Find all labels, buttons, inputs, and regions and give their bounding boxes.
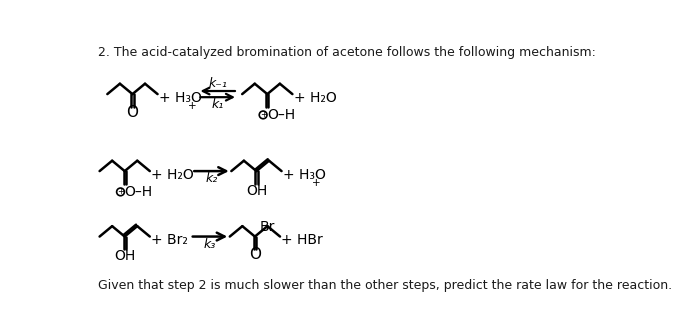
Text: + H₂O: + H₂O	[151, 168, 194, 182]
Text: k₋₁: k₋₁	[209, 77, 227, 90]
Text: + HBr: + HBr	[281, 233, 323, 248]
Text: Br: Br	[260, 220, 275, 234]
Text: OH: OH	[114, 249, 135, 263]
Text: + H₂O: + H₂O	[294, 91, 337, 105]
Text: +: +	[117, 187, 124, 196]
Text: +: +	[260, 111, 267, 119]
Text: O–H: O–H	[125, 185, 153, 199]
Text: Given that step 2 is much slower than the other steps, predict the rate law for : Given that step 2 is much slower than th…	[97, 279, 672, 292]
Text: +: +	[188, 101, 197, 111]
Text: O: O	[127, 105, 139, 120]
Text: k₁: k₁	[211, 98, 224, 111]
Text: +: +	[312, 178, 321, 188]
Text: O–H: O–H	[267, 108, 295, 122]
Text: + H₃O: + H₃O	[159, 91, 202, 105]
Text: k₂: k₂	[205, 172, 218, 185]
Text: k₃: k₃	[204, 238, 216, 251]
Text: O: O	[249, 247, 261, 262]
Text: + Br₂: + Br₂	[151, 233, 188, 248]
Text: + H₃O: + H₃O	[283, 168, 326, 182]
Text: OH: OH	[246, 184, 267, 198]
Text: 2. The acid-catalyzed bromination of acetone follows the following mechanism:: 2. The acid-catalyzed bromination of ace…	[97, 46, 596, 59]
